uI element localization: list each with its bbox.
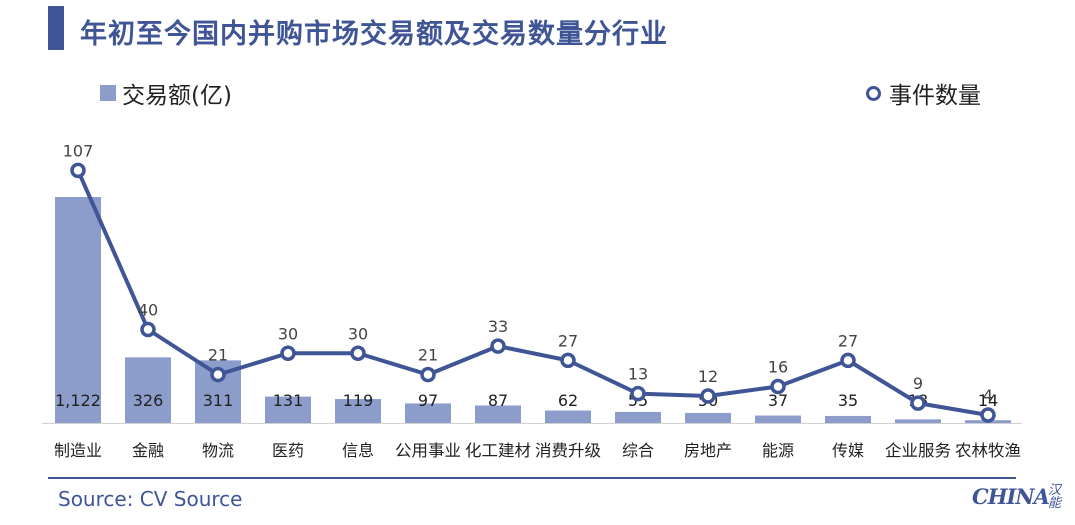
line-point-9 [700,388,716,404]
line-point-1 [140,321,156,338]
line-value-label: 13 [628,365,648,384]
line-value-label: 21 [208,346,228,365]
line-point-13 [980,407,996,423]
line-point-2 [210,366,226,383]
category-label: 物流 [202,441,234,460]
bar-value-label: 311 [203,391,234,410]
legend-line-marker [866,85,881,101]
bar-value-label: 37 [768,391,788,410]
bar-11 [825,415,871,423]
category-label: 农林牧渔 [955,441,1021,460]
category-label: 房地产 [684,441,732,460]
legend-line-series: 事件数量 [866,76,981,110]
bar-value-label: 35 [838,391,858,410]
bar-value-label: 119 [343,391,374,410]
bar-6 [475,405,521,423]
footer-divider [48,477,1016,479]
category-label: 金融 [132,441,164,460]
line-series-path [76,168,990,417]
line-value-label: 21 [418,346,438,365]
bar-12 [895,419,941,423]
company-logo: CHINA [972,484,1050,509]
category-label: 制造业 [54,441,102,460]
line-value-label: 30 [278,324,298,343]
bar-3 [265,396,311,423]
bar-value-label: 131 [273,391,304,410]
bar-10 [755,415,801,423]
bar-7 [545,410,591,423]
line-point-0 [70,162,86,179]
category-label: 能源 [762,441,794,460]
line-value-label: 40 [138,301,158,320]
legend-bar-swatch [100,85,116,101]
category-label: 企业服务 [885,441,951,460]
line-point-4 [350,345,366,361]
category-label: 公用事业 [395,441,461,460]
category-label: 消费升级 [535,441,601,460]
line-point-6 [490,338,506,354]
line-point-11 [840,352,856,369]
bar-4 [335,399,381,423]
bar-value-label: 97 [418,391,438,410]
legend-bar-series: 交易额(亿) [100,76,232,110]
bar-value-label: 326 [133,391,164,410]
combo-chart: 1,12232631113111997876255503735181410740… [42,141,1022,460]
category-label: 传媒 [832,441,864,460]
bar-5 [405,403,451,423]
logo-mark: 汉能 [1048,483,1062,511]
line-value-label: 12 [698,367,718,386]
bar-value-label: 1,122 [55,391,101,410]
line-value-label: 30 [348,324,368,343]
page-title: 年初至今国内并购市场交易额及交易数量分行业 [80,19,668,50]
line-point-5 [420,366,436,383]
line-value-label: 16 [768,358,788,377]
line-value-label: 27 [558,331,578,350]
category-label: 综合 [622,441,654,460]
line-value-label: 9 [913,374,923,393]
bar-0 [55,197,101,423]
bar-value-label: 62 [558,391,578,410]
line-value-label: 107 [63,141,94,160]
line-point-3 [280,345,296,361]
line-point-10 [770,378,786,395]
logo-text: HINA [987,484,1050,509]
category-label: 信息 [342,441,374,460]
line-value-label: 4 [983,386,993,405]
category-label: 医药 [272,441,304,460]
title-accent-bar [48,6,64,50]
bar-value-label: 87 [488,391,508,410]
legend-bar-label: 交易额(亿) [122,83,232,109]
bar-8 [615,411,661,423]
bar-9 [685,412,731,423]
line-value-label: 27 [838,331,858,350]
line-point-8 [630,385,646,402]
line-point-7 [560,352,576,369]
legend-line-label: 事件数量 [889,83,981,109]
bar-1 [125,357,171,423]
category-label: 化工建材 [465,441,531,460]
line-point-12 [910,395,926,411]
line-value-label: 33 [488,317,508,336]
bar-value-label: 14 [978,391,998,410]
source-note: Source: CV Source [58,487,243,511]
